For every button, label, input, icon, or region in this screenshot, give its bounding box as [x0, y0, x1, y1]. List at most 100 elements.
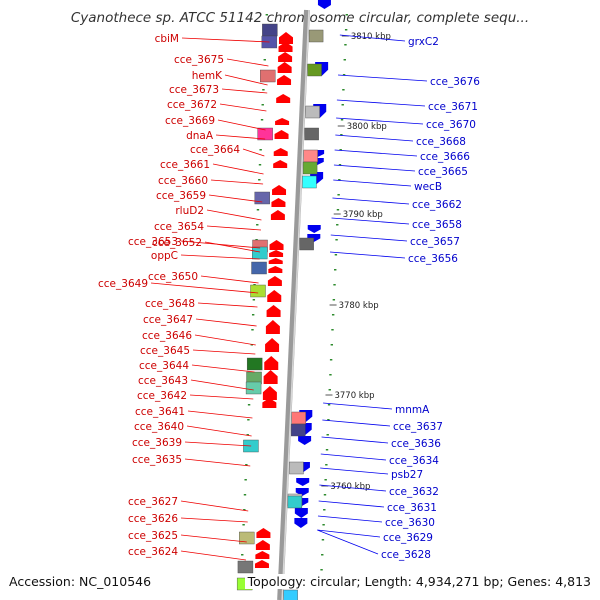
gene-label-right[interactable]: cce_3629 [383, 532, 433, 544]
forward-gene-arrow[interactable] [255, 540, 270, 550]
gene-label-right[interactable]: cce_3631 [387, 502, 437, 514]
feature-block[interactable] [289, 461, 304, 475]
gene-label-right[interactable]: mnmA [395, 404, 430, 416]
forward-gene-arrow[interactable] [264, 356, 279, 370]
gene-label-left[interactable]: cce_3639 [132, 437, 182, 449]
gene-label-right[interactable]: cce_3666 [420, 151, 470, 163]
gene-label-left[interactable]: cce_3669 [165, 115, 215, 127]
gene-label-left[interactable]: cce_3641 [135, 406, 185, 418]
gene-label-left[interactable]: cce_3664 [190, 144, 240, 156]
gene-label-left[interactable]: rluD2 [175, 205, 204, 217]
forward-gene-arrow[interactable] [267, 290, 282, 302]
feature-block[interactable] [283, 589, 298, 600]
feature-block[interactable] [305, 105, 320, 119]
forward-gene-arrow[interactable] [278, 42, 293, 52]
gene-label-left[interactable]: cce_3642 [137, 390, 187, 402]
gene-label-right[interactable]: cce_3637 [393, 421, 443, 433]
forward-gene-arrow[interactable] [263, 370, 278, 384]
feature-block[interactable] [252, 246, 268, 260]
gene-label-right[interactable]: grxC2 [408, 36, 439, 48]
reverse-gene-arrow[interactable] [294, 518, 308, 528]
gene-label-left[interactable]: cce_3654 [154, 221, 204, 233]
forward-gene-arrow[interactable] [277, 62, 292, 73]
forward-gene-arrow[interactable] [271, 198, 286, 207]
gene-label-left[interactable]: cce_3635 [132, 454, 182, 466]
forward-gene-arrow[interactable] [255, 551, 270, 559]
reverse-gene-arrow[interactable] [307, 225, 321, 233]
gene-label-right[interactable]: cce_3668 [416, 136, 466, 148]
forward-gene-arrow[interactable] [265, 320, 280, 334]
gene-label-right[interactable]: cce_3665 [418, 166, 468, 178]
gene-label-left[interactable]: cce_3644 [139, 360, 189, 372]
feature-block[interactable] [291, 411, 306, 425]
forward-gene-arrow[interactable] [254, 560, 269, 568]
gene-label-left[interactable]: cce_3643 [138, 375, 188, 387]
feature-block[interactable] [251, 261, 267, 275]
forward-gene-arrow[interactable] [278, 32, 293, 44]
gene-label-left[interactable]: cce_3640 [134, 421, 184, 433]
reverse-gene-arrow[interactable] [298, 436, 312, 445]
feature-block[interactable] [239, 531, 255, 545]
feature-block[interactable] [250, 284, 266, 298]
feature-block[interactable] [262, 23, 278, 37]
forward-gene-arrow[interactable] [272, 185, 287, 195]
gene-label-left[interactable]: cce_3652 [152, 237, 202, 249]
feature-block[interactable] [246, 357, 263, 371]
gene-label-left[interactable]: cce_3649 [98, 278, 148, 290]
gene-label-left[interactable]: cce_3647 [143, 314, 193, 326]
gene-label-left[interactable]: cce_3650 [148, 271, 198, 283]
feature-block[interactable] [302, 175, 317, 189]
gene-label-right[interactable]: wecB [414, 181, 442, 193]
forward-gene-arrow[interactable] [273, 160, 288, 168]
gene-label-left[interactable]: cce_3648 [145, 298, 195, 310]
forward-gene-arrow[interactable] [256, 528, 271, 538]
gene-label-right[interactable]: cce_3656 [408, 253, 458, 265]
gene-label-left[interactable]: cce_3672 [167, 99, 217, 111]
forward-gene-arrow[interactable] [269, 250, 284, 257]
feature-block[interactable] [308, 29, 324, 43]
gene-label-left[interactable]: cce_3661 [160, 159, 210, 171]
feature-block[interactable] [237, 560, 254, 574]
gene-label-right[interactable]: cce_3630 [385, 517, 435, 529]
gene-label-left[interactable]: cce_3627 [128, 496, 178, 508]
gene-label-left[interactable]: cce_3653 [128, 236, 178, 248]
forward-gene-arrow[interactable] [278, 52, 293, 62]
forward-gene-arrow[interactable] [265, 338, 280, 352]
forward-gene-arrow[interactable] [262, 398, 277, 408]
forward-gene-arrow[interactable] [276, 94, 291, 103]
feature-block[interactable] [254, 191, 270, 205]
feature-block[interactable] [302, 161, 318, 175]
feature-block[interactable] [304, 127, 319, 141]
gene-label-right[interactable]: cce_3657 [410, 236, 460, 248]
forward-gene-arrow[interactable] [269, 240, 284, 250]
reverse-gene-arrow[interactable] [294, 508, 308, 518]
gene-label-left[interactable]: cce_3659 [156, 190, 206, 202]
feature-block[interactable] [287, 495, 303, 509]
gene-label-right[interactable]: cce_3671 [428, 101, 478, 113]
forward-gene-arrow[interactable] [268, 266, 283, 273]
feature-block[interactable] [260, 69, 276, 83]
gene-label-right[interactable]: cce_3636 [391, 438, 441, 450]
forward-gene-arrow[interactable] [274, 130, 289, 139]
gene-label-left[interactable]: cce_3673 [169, 84, 219, 96]
gene-label-left[interactable]: cce_3645 [140, 345, 190, 357]
gene-label-right[interactable]: cce_3670 [426, 119, 476, 131]
gene-label-left[interactable]: dnaA [186, 130, 214, 142]
gene-label-left[interactable]: cce_3646 [142, 330, 192, 342]
gene-label-left[interactable]: cbiM [155, 33, 179, 45]
gene-label-left[interactable]: cce_3625 [128, 530, 178, 542]
forward-gene-arrow[interactable] [277, 75, 292, 85]
gene-label-left[interactable]: cce_3626 [128, 513, 178, 525]
feature-block[interactable] [290, 423, 306, 437]
forward-gene-arrow[interactable] [267, 276, 282, 286]
forward-gene-arrow[interactable] [270, 210, 285, 220]
gene-label-right[interactable]: cce_3658 [412, 219, 462, 231]
gene-label-left[interactable]: hemK [192, 70, 223, 82]
reverse-gene-arrow[interactable] [296, 478, 310, 486]
reverse-gene-arrow[interactable] [317, 0, 331, 9]
feature-block[interactable] [307, 63, 322, 77]
gene-label-right[interactable]: cce_3628 [381, 549, 431, 561]
gene-label-right[interactable]: cce_3662 [412, 199, 462, 211]
feature-block[interactable] [303, 149, 318, 163]
gene-label-right[interactable]: cce_3634 [389, 455, 439, 467]
